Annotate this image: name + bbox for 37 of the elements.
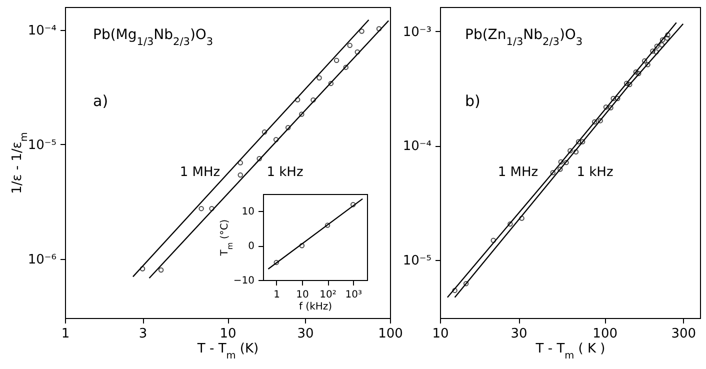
text: Pb(Mg$_{1/3}$Nb$_{2/3}$)O$_{3}$ xyxy=(93,27,214,48)
x-tick-label: 1 xyxy=(61,326,70,342)
y-tick-label: −10 xyxy=(233,276,254,286)
y-tick-label: 10⁻³ xyxy=(402,24,432,40)
x-axis-title: T - T$_{m}$ ( K ) xyxy=(534,342,606,361)
y-tick-label: 10⁻⁵ xyxy=(402,253,432,268)
x-tick-label: 30 xyxy=(297,326,314,342)
y-tick-label: 10⁻⁴ xyxy=(28,23,56,38)
point xyxy=(350,202,356,208)
x-tick-label: 10 xyxy=(220,326,236,342)
point xyxy=(324,222,330,228)
x-tick-label: 100 xyxy=(378,326,403,342)
x-axis-title: f (kHz) xyxy=(298,302,332,312)
point xyxy=(299,242,305,248)
x-tick-label: 10 xyxy=(296,290,309,300)
annotation: 1 MHz xyxy=(498,165,538,180)
x-tick-label: 30 xyxy=(510,326,528,342)
x-axis-title: T - T$_{m}$ (K) xyxy=(196,342,259,361)
y-tick-label: 10⁻⁵ xyxy=(28,138,56,153)
y-tick-label: 0 xyxy=(248,241,254,252)
y-tick-label: 10⁻⁴ xyxy=(402,139,432,154)
x-tick-label: 10² xyxy=(320,290,336,300)
annotation: 1 MHz xyxy=(180,165,220,180)
x-tick-label: 1 xyxy=(274,290,280,300)
x-tick-label: 100 xyxy=(592,326,618,342)
text: b) xyxy=(465,92,480,110)
text: Pb(Zn$_{1/3}$Nb$_{2/3}$)O$_{3}$ xyxy=(465,27,583,48)
text: a) xyxy=(93,92,108,110)
x-tick-label: 3 xyxy=(138,326,148,342)
annotation: 1 kHz xyxy=(576,165,614,180)
x-tick-label: 10³ xyxy=(345,290,362,300)
x-tick-label: 300 xyxy=(671,326,696,342)
y-tick-label: 10⁻⁶ xyxy=(28,252,56,268)
point xyxy=(274,260,279,266)
y-tick-label: 10 xyxy=(242,206,254,218)
x-tick-label: 10 xyxy=(432,326,449,342)
annotation: 1 kHz xyxy=(266,165,304,180)
